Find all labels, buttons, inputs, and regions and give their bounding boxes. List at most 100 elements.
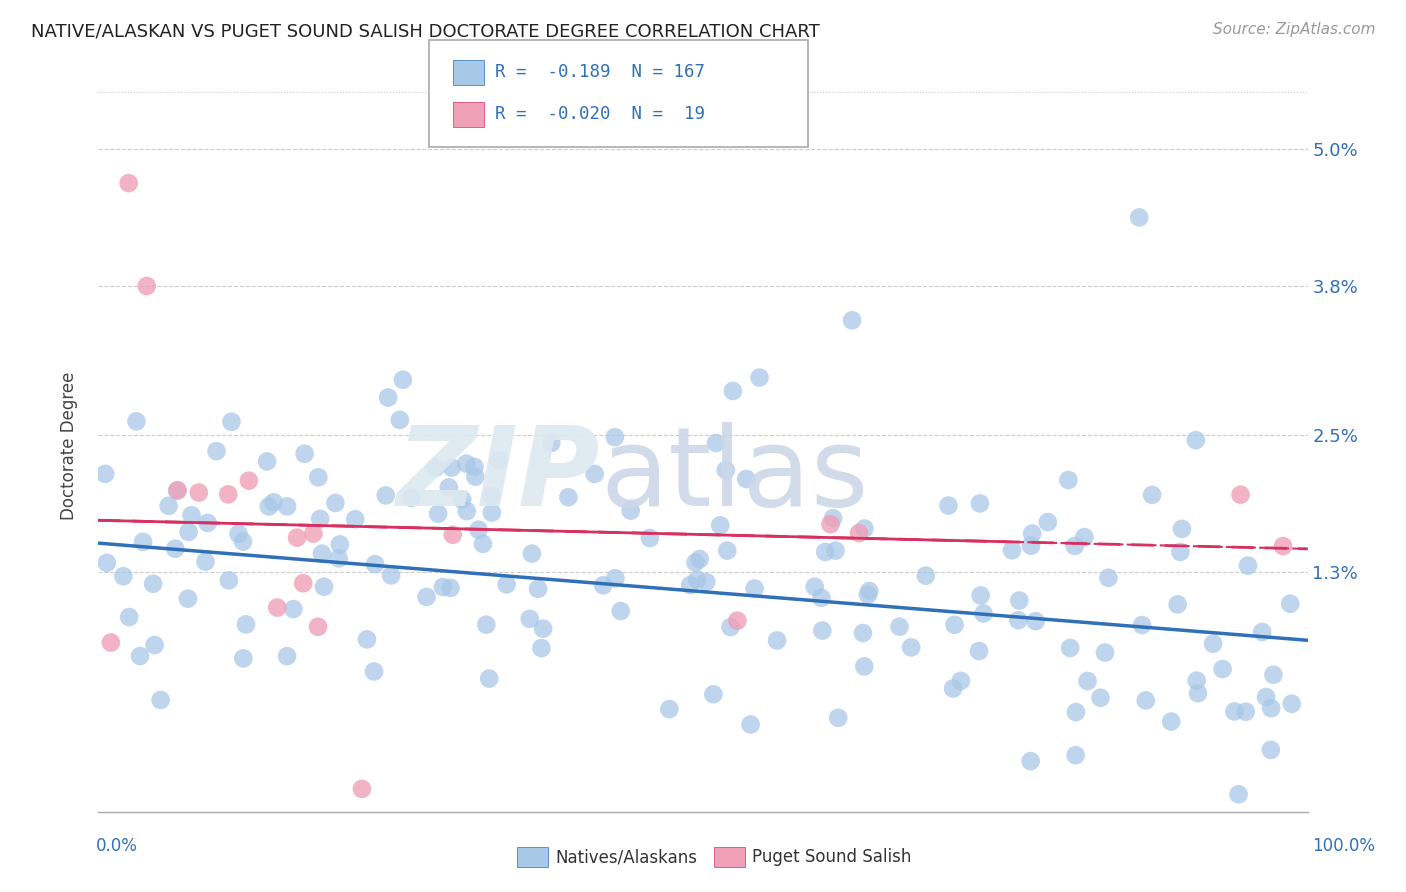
Point <box>803 580 825 594</box>
Text: NATIVE/ALASKAN VS PUGET SOUND SALISH DOCTORATE DEGREE CORRELATION CHART: NATIVE/ALASKAN VS PUGET SOUND SALISH DOC… <box>31 22 820 40</box>
Point <box>852 626 875 640</box>
Point <box>356 632 378 647</box>
Point <box>889 620 911 634</box>
Point <box>311 547 333 561</box>
Text: ZIP: ZIP <box>396 422 600 529</box>
Point <box>257 500 280 514</box>
Point <box>135 279 157 293</box>
Point <box>744 582 766 596</box>
Point <box>307 470 329 484</box>
Point <box>609 604 631 618</box>
Point <box>853 659 876 673</box>
Point <box>658 702 681 716</box>
Point <box>735 472 758 486</box>
Point <box>463 459 485 474</box>
Point <box>1279 597 1302 611</box>
Point <box>725 614 748 628</box>
Point <box>125 414 148 428</box>
Point <box>820 517 842 532</box>
Point <box>914 568 936 582</box>
Point <box>1094 646 1116 660</box>
Point <box>714 463 737 477</box>
Point <box>325 496 347 510</box>
Point <box>464 469 486 483</box>
Point <box>969 496 991 510</box>
Point <box>740 717 762 731</box>
Point <box>583 467 606 481</box>
Point <box>821 511 844 525</box>
Point <box>177 524 200 539</box>
Point <box>1076 674 1098 689</box>
Point <box>943 617 966 632</box>
Point <box>530 641 553 656</box>
Point <box>1171 522 1194 536</box>
Point <box>1001 543 1024 558</box>
Text: atlas: atlas <box>600 422 869 529</box>
Point <box>520 547 543 561</box>
Point <box>350 781 373 796</box>
Point <box>679 578 702 592</box>
Point <box>702 687 724 701</box>
Point <box>456 457 478 471</box>
Point <box>432 580 454 594</box>
Point <box>401 491 423 505</box>
Point <box>392 373 415 387</box>
Point <box>1019 539 1042 553</box>
Point <box>292 576 315 591</box>
Point <box>437 480 460 494</box>
Point <box>557 490 579 504</box>
Text: R =  -0.189  N = 167: R = -0.189 N = 167 <box>495 63 704 81</box>
Point <box>266 600 288 615</box>
Point <box>312 580 335 594</box>
Point <box>328 551 350 566</box>
Point <box>263 495 285 509</box>
Point <box>307 620 329 634</box>
Point <box>1187 686 1209 700</box>
Point <box>1185 433 1208 447</box>
Point <box>949 673 972 688</box>
Text: Source: ZipAtlas.com: Source: ZipAtlas.com <box>1212 22 1375 37</box>
Point <box>709 518 731 533</box>
Point <box>748 370 770 384</box>
Point <box>294 447 316 461</box>
Point <box>142 576 165 591</box>
Point <box>695 574 717 589</box>
Point <box>149 693 172 707</box>
Point <box>388 413 411 427</box>
Point <box>218 574 240 588</box>
Point <box>1202 637 1225 651</box>
Point <box>1170 545 1192 559</box>
Text: 0.0%: 0.0% <box>96 837 138 855</box>
Point <box>1063 539 1085 553</box>
Point <box>1128 211 1150 225</box>
Point <box>827 711 849 725</box>
Y-axis label: Doctorate Degree: Doctorate Degree <box>59 372 77 520</box>
Point <box>374 488 396 502</box>
Point <box>531 622 554 636</box>
Point <box>118 610 141 624</box>
Point <box>814 545 837 559</box>
Point <box>841 313 863 327</box>
Point <box>603 430 626 444</box>
Point <box>478 672 501 686</box>
Point <box>495 577 517 591</box>
Point <box>285 531 308 545</box>
Point <box>132 534 155 549</box>
Point <box>824 543 846 558</box>
Point <box>942 681 965 696</box>
Point <box>488 453 510 467</box>
Point <box>1167 598 1189 612</box>
Point <box>232 534 254 549</box>
Point <box>1254 690 1277 704</box>
Point <box>620 503 643 517</box>
Point <box>439 581 461 595</box>
Point <box>481 489 503 503</box>
Point <box>1185 673 1208 688</box>
Point <box>451 492 474 507</box>
Point <box>519 612 541 626</box>
Point <box>302 526 325 541</box>
Point <box>1212 662 1234 676</box>
Point <box>1025 614 1047 628</box>
Point <box>364 557 387 571</box>
Point <box>1140 488 1163 502</box>
